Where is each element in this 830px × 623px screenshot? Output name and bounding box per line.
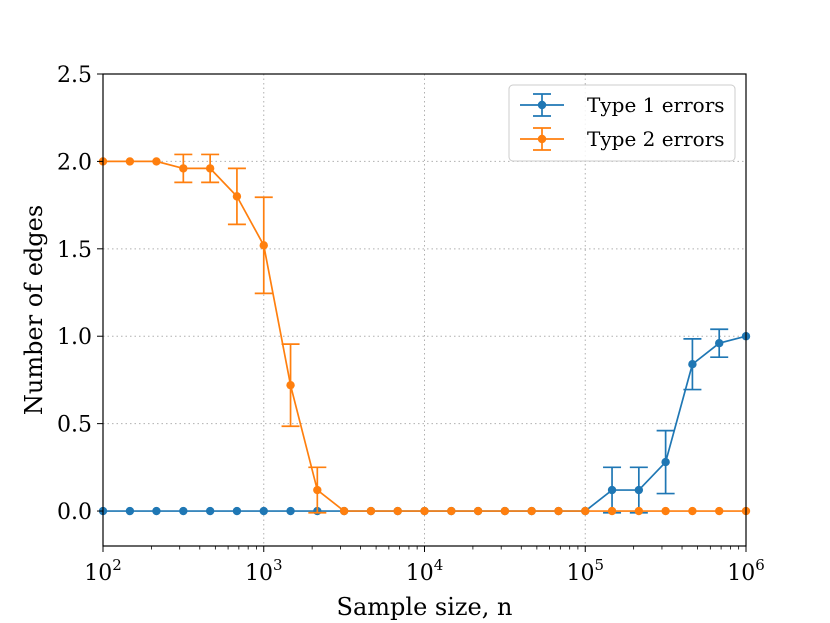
data-point (152, 506, 161, 516)
plot-area (98, 153, 751, 516)
data-point (500, 506, 510, 516)
legend-label: Type 2 errors (587, 127, 725, 151)
data-point (205, 506, 215, 516)
data-point (581, 506, 590, 516)
data-point (259, 241, 268, 250)
data-point (634, 485, 644, 495)
data-point (339, 506, 349, 516)
legend-marker (537, 100, 547, 110)
data-point (473, 506, 483, 516)
data-point (286, 506, 295, 516)
data-point (232, 506, 242, 516)
data-point (688, 359, 697, 369)
data-point (125, 157, 135, 166)
data-point (313, 485, 322, 495)
x-axis-label: Sample size, n (337, 593, 513, 621)
series-1 (98, 328, 751, 516)
legend-label: Type 1 errors (587, 93, 725, 117)
data-point (607, 485, 617, 495)
data-point (554, 506, 563, 516)
x-tick-label: 104 (406, 556, 444, 586)
data-point (688, 506, 697, 516)
data-point (661, 457, 670, 467)
data-point (152, 157, 161, 166)
data-point (420, 506, 429, 516)
data-point (447, 506, 456, 516)
x-tick-label: 105 (566, 556, 604, 586)
y-tick-label: 0.0 (57, 500, 92, 525)
data-point (232, 192, 242, 201)
y-tick-label: 1.0 (57, 325, 92, 350)
y-tick-label: 1.5 (57, 238, 92, 263)
legend-marker (537, 134, 547, 144)
x-tick-label: 103 (245, 556, 283, 586)
data-point (393, 506, 402, 516)
x-tick-label: 102 (84, 556, 122, 586)
data-point (179, 506, 188, 516)
data-point (715, 506, 724, 516)
y-tick-label: 2.0 (57, 150, 92, 175)
legend: Type 1 errors Type 2 errors (508, 84, 736, 162)
data-point (259, 506, 268, 516)
y-tick-label: 2.5 (57, 63, 92, 88)
y-axis-label: Number of edges (20, 205, 48, 415)
data-point (607, 506, 617, 516)
data-point (179, 164, 188, 173)
data-point (527, 506, 536, 516)
legend-box (508, 84, 736, 162)
axis-ticks: 102 103 104 105 106 0.0 0.5 1.0 1.5 2.0 2.5 (57, 63, 765, 586)
data-point (661, 506, 670, 516)
data-point (286, 380, 295, 390)
series-2 (98, 153, 751, 516)
x-tick-label: 106 (727, 556, 765, 586)
data-point (715, 339, 724, 348)
data-point (634, 506, 644, 516)
data-point (366, 506, 376, 516)
data-point (125, 506, 135, 516)
y-tick-label: 0.5 (57, 413, 92, 438)
data-point (205, 164, 215, 173)
